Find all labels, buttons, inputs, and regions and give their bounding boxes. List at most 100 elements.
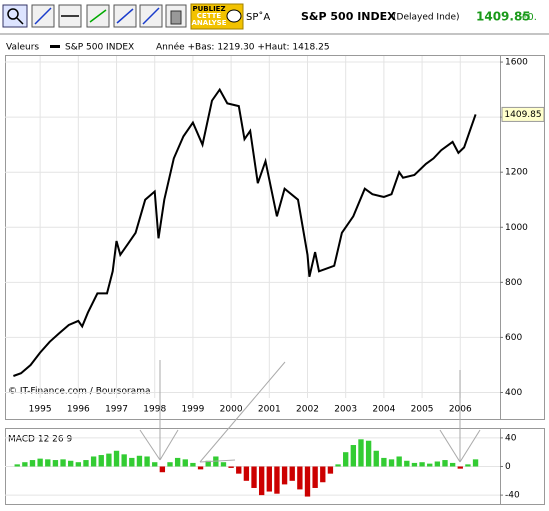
macd-bar: [297, 466, 303, 490]
exchange: (Delayed Inde): [393, 13, 460, 23]
macd-bar: [419, 462, 425, 467]
x-tick-label: 2002: [296, 405, 319, 415]
macd-bar: [205, 460, 211, 467]
y-tick-label: 40: [505, 433, 517, 443]
y-tick-label: 400: [505, 388, 522, 398]
macd-bar: [236, 466, 242, 474]
macd-bar: [381, 457, 387, 467]
instrument-name: S&P 500 INDEX: [301, 10, 396, 23]
macd-bar: [388, 459, 395, 467]
macd-title: MACD 12 26 9: [8, 435, 72, 445]
macd-bar: [465, 464, 471, 467]
marks: 4006008001000120014001600199519961997199…: [5, 56, 545, 501]
annotation: Année +Bas: 1219.30 +Haut: 1418.25: [156, 42, 330, 53]
macd-bar: [358, 439, 364, 467]
macd-bar: [258, 466, 265, 496]
legend-title: Valeurs: [6, 43, 39, 53]
macd-bar: [396, 456, 402, 467]
y-tick-label: -40: [505, 491, 520, 501]
x-tick-label: 1995: [29, 405, 52, 415]
macd-bar: [197, 466, 204, 470]
drawn-lines: [139, 360, 481, 463]
macd-bar: [152, 462, 158, 467]
macd-bar: [144, 456, 150, 467]
price-line: [13, 87, 477, 377]
y-tick-label: 1600: [505, 58, 528, 68]
macd-bar: [365, 440, 372, 467]
change: +0.: [519, 12, 537, 23]
macd-bar: [312, 466, 318, 488]
macd-bar: [251, 466, 257, 488]
symbol: SP˚A: [246, 11, 270, 23]
macd-bar: [472, 459, 479, 467]
button-text[interactable]: CETTE: [197, 12, 222, 20]
x-tick-label: 1997: [105, 405, 128, 415]
tool-icons: [7, 7, 182, 25]
macd-bar: [343, 452, 349, 467]
macd-bar: [449, 462, 456, 467]
macd-bar: [427, 463, 433, 467]
macd-bar: [113, 450, 120, 467]
last-price: 1409.85: [476, 10, 531, 24]
macd-bar: [52, 460, 59, 467]
macd-bar: [266, 466, 272, 492]
macd-bar: [182, 459, 188, 467]
last-value-label: 1409.85: [504, 110, 541, 120]
macd-bar: [90, 456, 97, 467]
button-text[interactable]: PUBLIEZ: [192, 5, 225, 13]
y-tick-label: 1000: [505, 223, 528, 233]
x-tick-label: 1996: [67, 405, 90, 415]
macd-bar: [404, 460, 410, 467]
macd-bar: [83, 460, 89, 467]
x-tick-label: 2005: [411, 405, 434, 415]
macd-bar: [335, 464, 341, 467]
y-tick-label: 1200: [505, 168, 528, 178]
macd-bar: [350, 445, 357, 467]
macd-bar: [434, 461, 441, 467]
y-tick-label: 600: [505, 333, 522, 343]
macd-bar: [129, 457, 135, 467]
macd-bar: [14, 464, 20, 467]
macd-bar: [45, 459, 51, 467]
macd-bar: [411, 462, 418, 467]
button-text[interactable]: ANALYSE: [192, 19, 227, 27]
macd-bar: [442, 460, 448, 467]
x-tick-label: 1998: [143, 405, 166, 415]
legend-label: S&P 500 INDEX: [65, 43, 134, 53]
main-frame: [5, 55, 545, 420]
macd-bar: [68, 460, 74, 467]
macd-bar: [289, 466, 295, 481]
x-tick-label: 2001: [258, 405, 281, 415]
macd-bar: [304, 466, 311, 497]
y-tick-label: 800: [505, 278, 522, 288]
macd-bar: [243, 466, 250, 481]
macd-bar: [37, 458, 43, 467]
toolbar: [0, 0, 549, 32]
macd-bar: [121, 454, 127, 467]
macd-bar: [220, 462, 227, 467]
legend-swatch: [50, 45, 60, 48]
macd-bar: [60, 459, 66, 467]
x-tick-label: 2000: [220, 405, 243, 415]
macd-bar: [136, 455, 143, 467]
macd-bar: [457, 466, 463, 469]
x-tick-label: 2003: [334, 405, 357, 415]
macd-bar: [274, 466, 280, 494]
macd-bar: [22, 462, 28, 467]
macd-bar: [373, 450, 379, 467]
macd-bar: [190, 462, 196, 467]
last-value-box: [501, 106, 545, 122]
macd-bar: [174, 457, 181, 467]
macd-bar: [98, 455, 104, 467]
macd-bar: [281, 466, 288, 485]
x-tick-label: 1999: [181, 405, 204, 415]
macd-bar: [327, 466, 334, 474]
macd-bar: [159, 466, 166, 473]
macd-bar: [320, 466, 326, 483]
macd-bar: [29, 460, 36, 467]
bubble-icon: [226, 9, 242, 23]
macd-bar: [75, 462, 82, 467]
macd-bar: [106, 453, 112, 467]
